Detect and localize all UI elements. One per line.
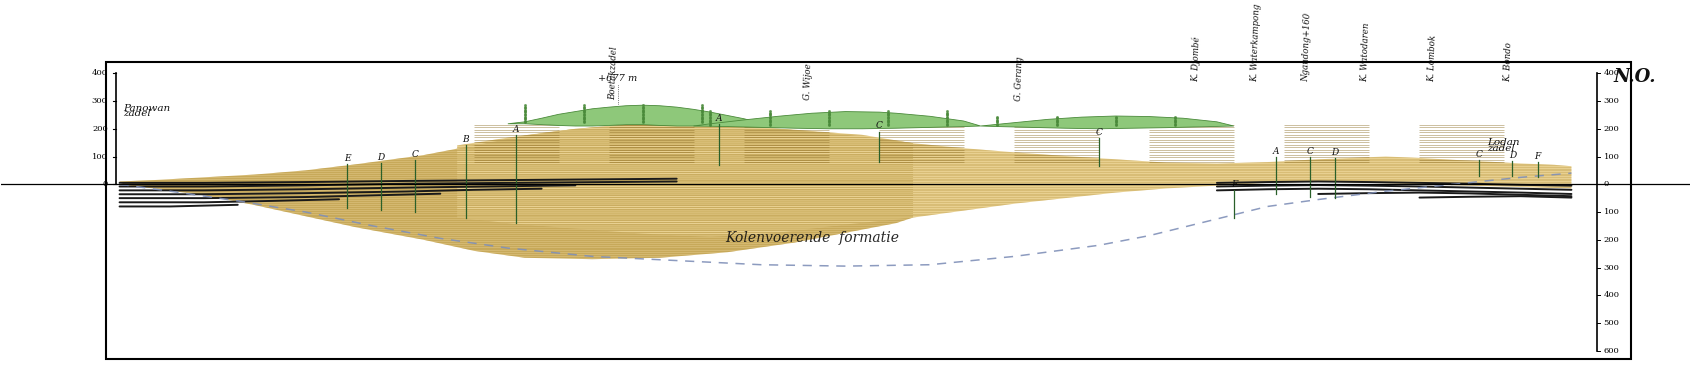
Text: Boetakzadel: Boetakzadel — [609, 46, 619, 101]
Text: 0: 0 — [1603, 180, 1608, 188]
Text: C: C — [1475, 150, 1481, 159]
Text: 400: 400 — [1603, 69, 1620, 77]
Text: C: C — [876, 122, 883, 130]
Polygon shape — [120, 124, 913, 259]
Text: Panowan: Panowan — [123, 104, 171, 113]
Text: 100: 100 — [1603, 208, 1620, 216]
Text: K. Lombok: K. Lombok — [1427, 34, 1437, 82]
Text: 200: 200 — [1603, 236, 1620, 244]
Text: 300: 300 — [91, 97, 108, 105]
Polygon shape — [693, 112, 981, 129]
Text: K. Watodaren: K. Watodaren — [1360, 22, 1371, 82]
Polygon shape — [507, 105, 761, 126]
Text: 100: 100 — [1603, 153, 1620, 161]
Text: F: F — [1534, 152, 1541, 161]
Text: N.O.: N.O. — [1613, 68, 1655, 86]
Text: zadel: zadel — [1486, 144, 1515, 153]
Text: 500: 500 — [1603, 319, 1620, 327]
Polygon shape — [981, 116, 1234, 129]
Text: G. Gerang: G. Gerang — [1015, 56, 1025, 101]
Text: K. Waterkampong: K. Waterkampong — [1250, 3, 1261, 82]
Text: K. Djombé: K. Djombé — [1190, 36, 1202, 82]
Text: D: D — [1331, 148, 1339, 157]
Text: +677 m: +677 m — [599, 74, 638, 83]
Text: E: E — [345, 154, 350, 163]
Text: D: D — [377, 153, 386, 161]
Text: Lodan: Lodan — [1486, 138, 1520, 147]
Text: 600: 600 — [1603, 347, 1620, 355]
Text: K. Bondo: K. Bondo — [1503, 41, 1513, 82]
Text: C: C — [1307, 147, 1314, 156]
Text: 200: 200 — [1603, 125, 1620, 133]
Polygon shape — [457, 124, 1571, 237]
Text: 100: 100 — [91, 153, 108, 161]
Text: A: A — [512, 125, 519, 134]
Text: F: F — [1231, 180, 1236, 189]
Text: D: D — [1508, 151, 1515, 160]
Text: 300: 300 — [1603, 264, 1620, 272]
Text: 200: 200 — [91, 125, 108, 133]
Text: A: A — [715, 114, 722, 123]
Text: B: B — [462, 135, 468, 144]
Text: 400: 400 — [1603, 291, 1620, 299]
Text: C: C — [411, 150, 418, 159]
Text: Kolenvoerende  formatie: Kolenvoerende formatie — [725, 231, 898, 245]
Text: zadel: zadel — [123, 109, 150, 118]
Text: 400: 400 — [91, 69, 108, 77]
Text: 0: 0 — [103, 180, 108, 188]
Text: A: A — [1273, 147, 1280, 156]
Text: Ngandong+160: Ngandong+160 — [1300, 12, 1312, 82]
Text: C: C — [1096, 127, 1103, 137]
Text: 300: 300 — [1603, 97, 1620, 105]
Text: G. Wijoe: G. Wijoe — [803, 64, 813, 101]
